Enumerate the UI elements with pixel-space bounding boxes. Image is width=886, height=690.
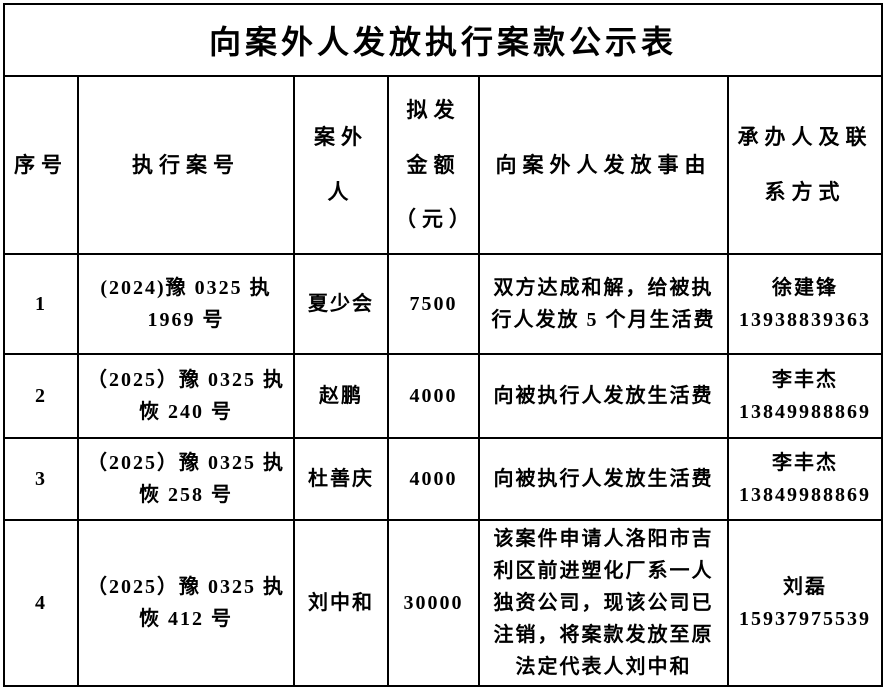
case-number-cell: （2025）豫 0325 执 恢 240 号 bbox=[77, 353, 295, 439]
amount-cell: 4000 bbox=[387, 353, 480, 439]
reason-cell: 向被执行人发放生活费 bbox=[478, 353, 729, 439]
seq-cell: 1 bbox=[3, 253, 79, 355]
outsider-cell: 杜善庆 bbox=[293, 437, 389, 521]
header-case-number: 执行案号 bbox=[77, 75, 295, 255]
header-reason: 向案外人发放事由 bbox=[478, 75, 729, 255]
amount-cell: 4000 bbox=[387, 437, 480, 521]
case-number-cell: （2025）豫 0325 执 恢 258 号 bbox=[77, 437, 295, 521]
header-seq: 序号 bbox=[3, 75, 79, 255]
outsider-cell: 刘中和 bbox=[293, 519, 389, 687]
table-row: 3 （2025）豫 0325 执 恢 258 号 杜善庆 4000 向被执行人发… bbox=[3, 437, 884, 521]
table-title: 向案外人发放执行案款公示表 bbox=[2, 3, 884, 77]
seq-cell: 2 bbox=[3, 353, 79, 439]
execution-funds-notice-table: 向案外人发放执行案款公示表 序号 执行案号 案外 人 拟发 金额 （元） 向案外… bbox=[2, 3, 884, 687]
table-row: 2 （2025）豫 0325 执 恢 240 号 赵鹏 4000 向被执行人发放… bbox=[3, 353, 884, 439]
case-number-cell: (2024)豫 0325 执 1969 号 bbox=[77, 253, 295, 355]
seq-cell: 3 bbox=[3, 437, 79, 521]
table-row: 4 （2025）豫 0325 执 恢 412 号 刘中和 30000 该案件申请… bbox=[3, 519, 884, 687]
handler-contact-cell: 刘磊 15937975539 bbox=[726, 519, 884, 687]
header-amount: 拟发 金额 （元） bbox=[387, 75, 480, 255]
table-row: 1 (2024)豫 0325 执 1969 号 夏少会 7500 双方达成和解，… bbox=[3, 253, 884, 355]
handler-contact-cell: 徐建锋 13938839363 bbox=[726, 253, 884, 355]
reason-cell: 该案件申请人洛阳市吉利区前进塑化厂系一人独资公司，现该公司已注销，将案款发放至原… bbox=[478, 519, 729, 687]
handler-contact-cell: 李丰杰 13849988869 bbox=[726, 353, 884, 439]
handler-contact-cell: 李丰杰 13849988869 bbox=[726, 437, 884, 521]
reason-cell: 双方达成和解，给被执行人发放 5 个月生活费 bbox=[478, 253, 729, 355]
reason-cell: 向被执行人发放生活费 bbox=[478, 437, 729, 521]
amount-cell: 30000 bbox=[387, 519, 480, 687]
outsider-cell: 夏少会 bbox=[293, 253, 389, 355]
case-number-cell: （2025）豫 0325 执 恢 412 号 bbox=[77, 519, 295, 687]
header-row: 序号 执行案号 案外 人 拟发 金额 （元） 向案外人发放事由 承办人及联 系方… bbox=[3, 75, 884, 255]
header-outsider: 案外 人 bbox=[293, 75, 389, 255]
header-handler-contact: 承办人及联 系方式 bbox=[726, 75, 884, 255]
amount-cell: 7500 bbox=[387, 253, 480, 355]
outsider-cell: 赵鹏 bbox=[293, 353, 389, 439]
seq-cell: 4 bbox=[3, 519, 79, 687]
title-row: 向案外人发放执行案款公示表 bbox=[2, 3, 884, 77]
